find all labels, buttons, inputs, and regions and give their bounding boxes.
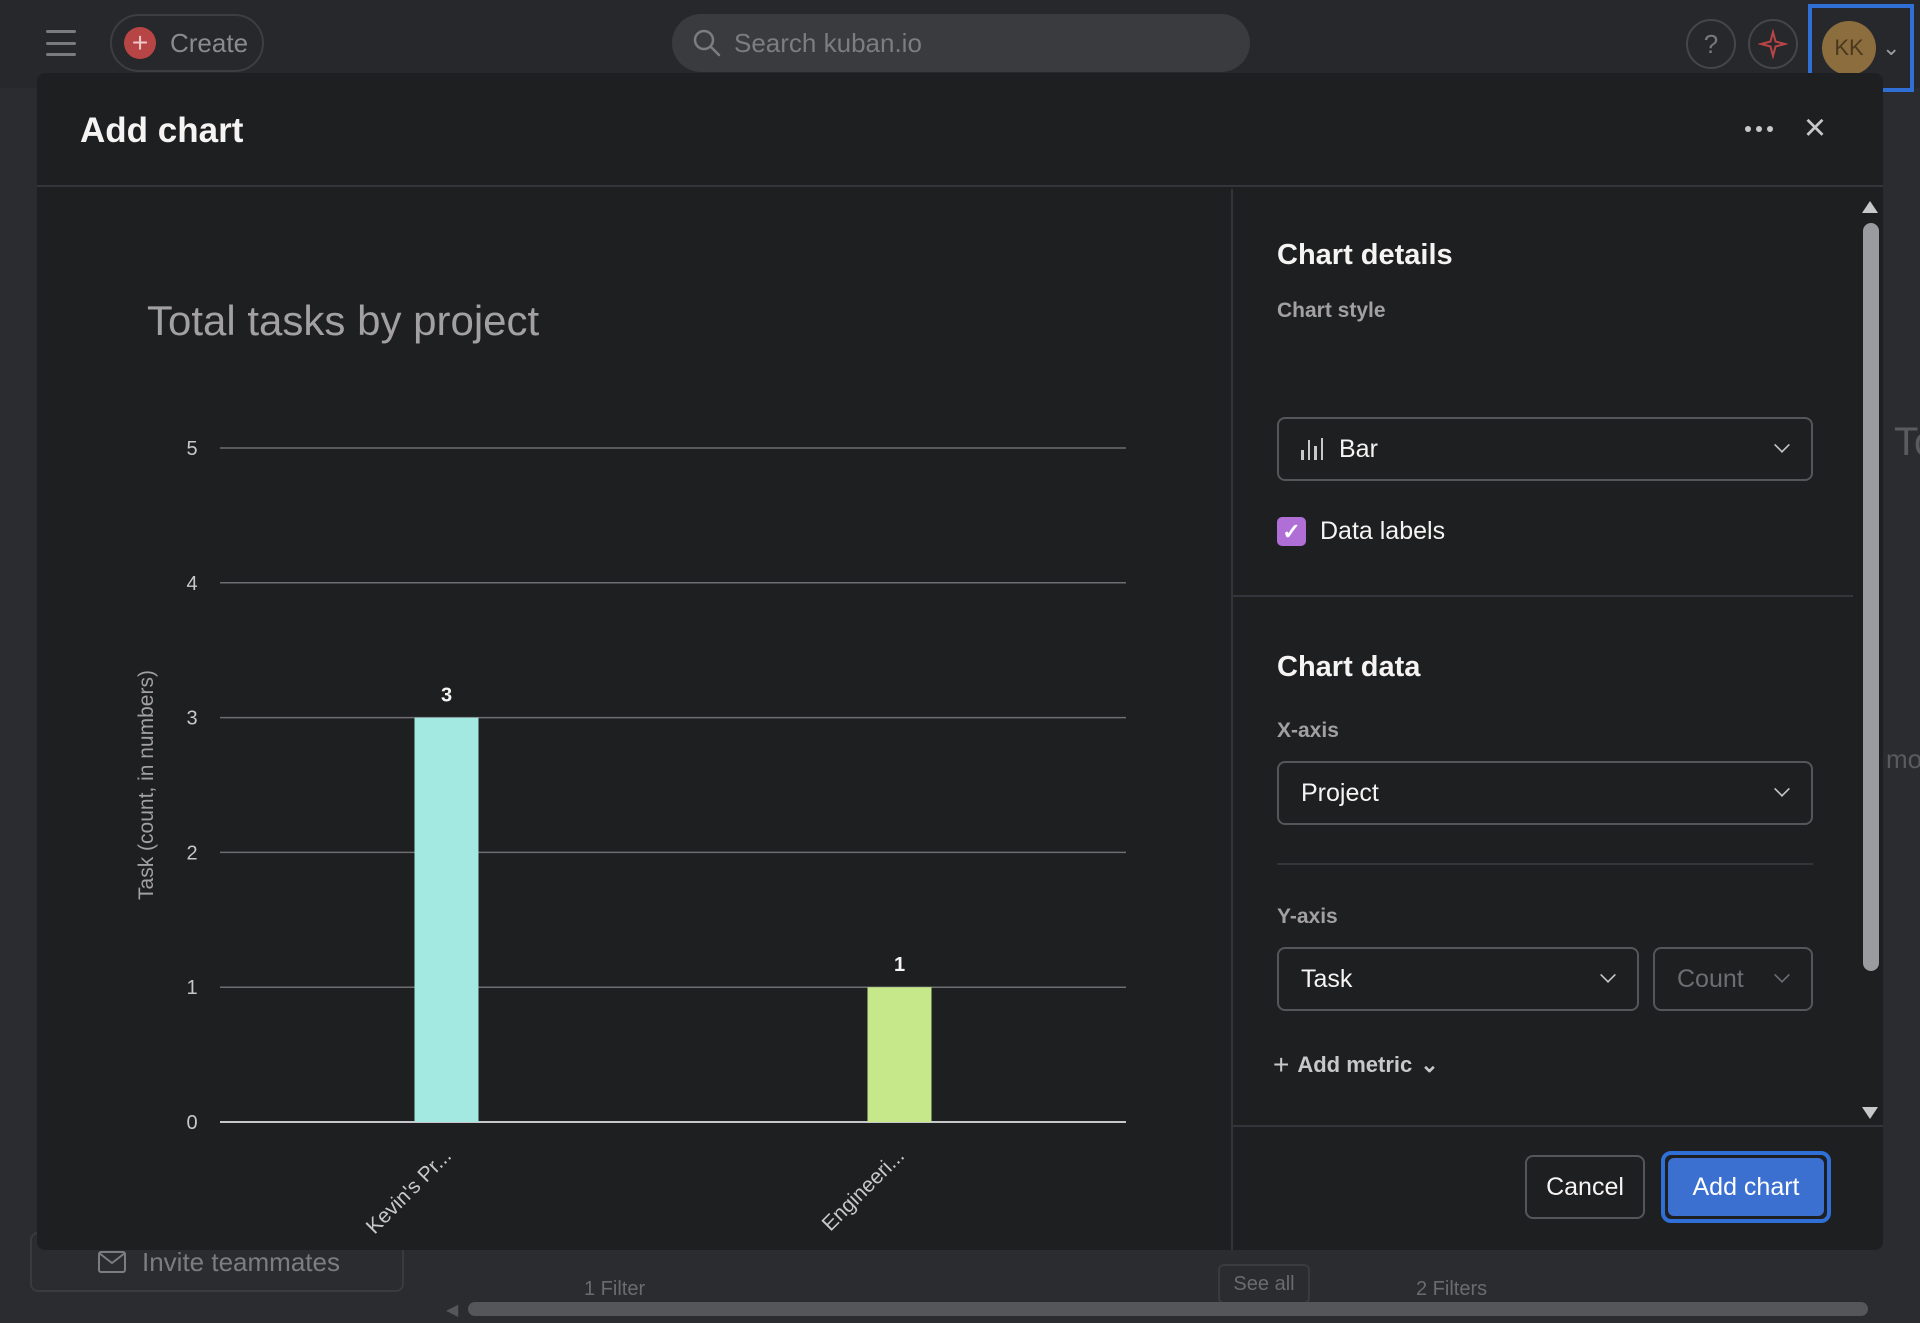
- y-tick-label: 2: [186, 842, 197, 864]
- data-labels-checkbox[interactable]: ✓: [1277, 517, 1306, 546]
- bar-chart: 0 1 2 3 4 5 Task (count, in numbers) 3 Kevin's P…: [135, 438, 1126, 1238]
- plus-icon: +: [124, 27, 156, 59]
- divider: [1231, 189, 1233, 1250]
- y-tick-label: 3: [186, 708, 197, 730]
- chevron-down-icon: ⌄: [1882, 35, 1901, 60]
- y-axis-select[interactable]: Task: [1277, 947, 1639, 1011]
- mail-icon: [98, 1251, 126, 1273]
- chart-title: Total tasks by project: [147, 297, 540, 344]
- x-axis-label: X-axis: [1277, 719, 1339, 742]
- scroll-down-icon[interactable]: [1862, 1107, 1878, 1119]
- scroll-up-icon[interactable]: [1862, 201, 1878, 213]
- help-icon: ?: [1703, 28, 1719, 59]
- chart-data-heading: Chart data: [1277, 651, 1421, 683]
- y-tick-label: 1: [186, 977, 197, 999]
- search-bar[interactable]: Search kuban.io: [672, 14, 1250, 72]
- x-tick-label: Kevin's Pr...: [362, 1144, 456, 1238]
- x-axis-select[interactable]: Project: [1277, 761, 1813, 825]
- data-label: 3: [441, 685, 452, 707]
- ai-sparkle-button[interactable]: [1748, 19, 1798, 69]
- y-axis-label: Task (count, in numbers): [135, 670, 158, 900]
- add-chart-button[interactable]: Add chart: [1661, 1151, 1831, 1223]
- invite-teammates-button[interactable]: Invite teammates: [30, 1232, 404, 1292]
- chevron-down-icon: [1600, 967, 1616, 983]
- background-text-fragment-2: mo: [1886, 744, 1920, 774]
- close-icon[interactable]: ×: [1803, 107, 1827, 149]
- data-label: 1: [894, 954, 905, 976]
- filter-count[interactable]: 1 Filter: [584, 1278, 646, 1300]
- chart-style-label: Chart style: [1277, 299, 1386, 322]
- chart-style-value: Bar: [1339, 434, 1378, 463]
- chevron-down-icon: [1774, 437, 1790, 453]
- chevron-down-icon: ⌄: [1420, 1052, 1439, 1077]
- scroll-left-icon[interactable]: ◀: [446, 1302, 459, 1319]
- y-axis-aggregate-value: Count: [1677, 964, 1744, 993]
- y-tick-label: 4: [186, 573, 197, 595]
- y-axis-value: Task: [1301, 964, 1353, 993]
- y-tick-label: 0: [186, 1112, 197, 1134]
- dialog-header: Add chart ×: [37, 73, 1883, 187]
- search-placeholder: Search kuban.io: [734, 27, 922, 58]
- horizontal-scrollbar[interactable]: ◀: [446, 1298, 1876, 1319]
- field-divider: [1277, 863, 1813, 865]
- search-icon: [693, 29, 721, 57]
- footer-divider: [1233, 1125, 1883, 1127]
- scrollbar-thumb[interactable]: [468, 1302, 1868, 1316]
- y-tick-label: 5: [186, 438, 197, 460]
- scrollbar-thumb[interactable]: [1863, 223, 1879, 971]
- background-text-fragment: To: [1894, 420, 1920, 464]
- cancel-button[interactable]: Cancel: [1525, 1155, 1645, 1219]
- add-metric-label: Add metric: [1297, 1052, 1413, 1077]
- chevron-down-icon: [1774, 967, 1790, 983]
- create-button[interactable]: + Create: [110, 14, 264, 72]
- bar: [867, 987, 932, 1122]
- chart-settings-panel: Chart details Chart style Bar ✓ Data lab…: [1233, 189, 1853, 1127]
- avatar: KK: [1822, 21, 1876, 75]
- add-chart-dialog: Add chart × Total tasks by project 0 1 2 3 4…: [37, 73, 1883, 1250]
- chart-details-heading: Chart details: [1277, 239, 1453, 271]
- dialog-title: Add chart: [80, 111, 244, 150]
- bar: [414, 717, 479, 1122]
- chevron-down-icon: [1774, 781, 1790, 797]
- menu-icon[interactable]: [46, 30, 76, 56]
- add-chart-label: Add chart: [1668, 1158, 1824, 1216]
- bar-chart-icon: [1301, 438, 1323, 460]
- filter-count-2[interactable]: 2 Filters: [1416, 1278, 1488, 1300]
- y-axis-label: Y-axis: [1277, 905, 1338, 928]
- section-divider: [1233, 595, 1853, 597]
- x-axis-value: Project: [1301, 778, 1379, 807]
- y-axis-aggregate-select[interactable]: Count: [1653, 947, 1813, 1011]
- invite-label: Invite teammates: [142, 1246, 340, 1277]
- more-options-button[interactable]: [1737, 111, 1781, 147]
- panel-scrollbar[interactable]: [1855, 189, 1883, 1127]
- sparkle-icon: [1758, 29, 1788, 59]
- create-label: Create: [170, 27, 249, 58]
- chart-style-select[interactable]: Bar: [1277, 417, 1813, 481]
- plus-icon: +: [1273, 1049, 1290, 1080]
- chart-preview: Total tasks by project 0 1 2 3 4 5 Task (count…: [37, 189, 1231, 1250]
- add-metric-button[interactable]: + Add metric ⌄: [1273, 1049, 1439, 1081]
- data-labels-label: Data labels: [1320, 517, 1446, 545]
- help-button[interactable]: ?: [1686, 19, 1736, 69]
- x-tick-label: Engineeri...: [818, 1144, 909, 1235]
